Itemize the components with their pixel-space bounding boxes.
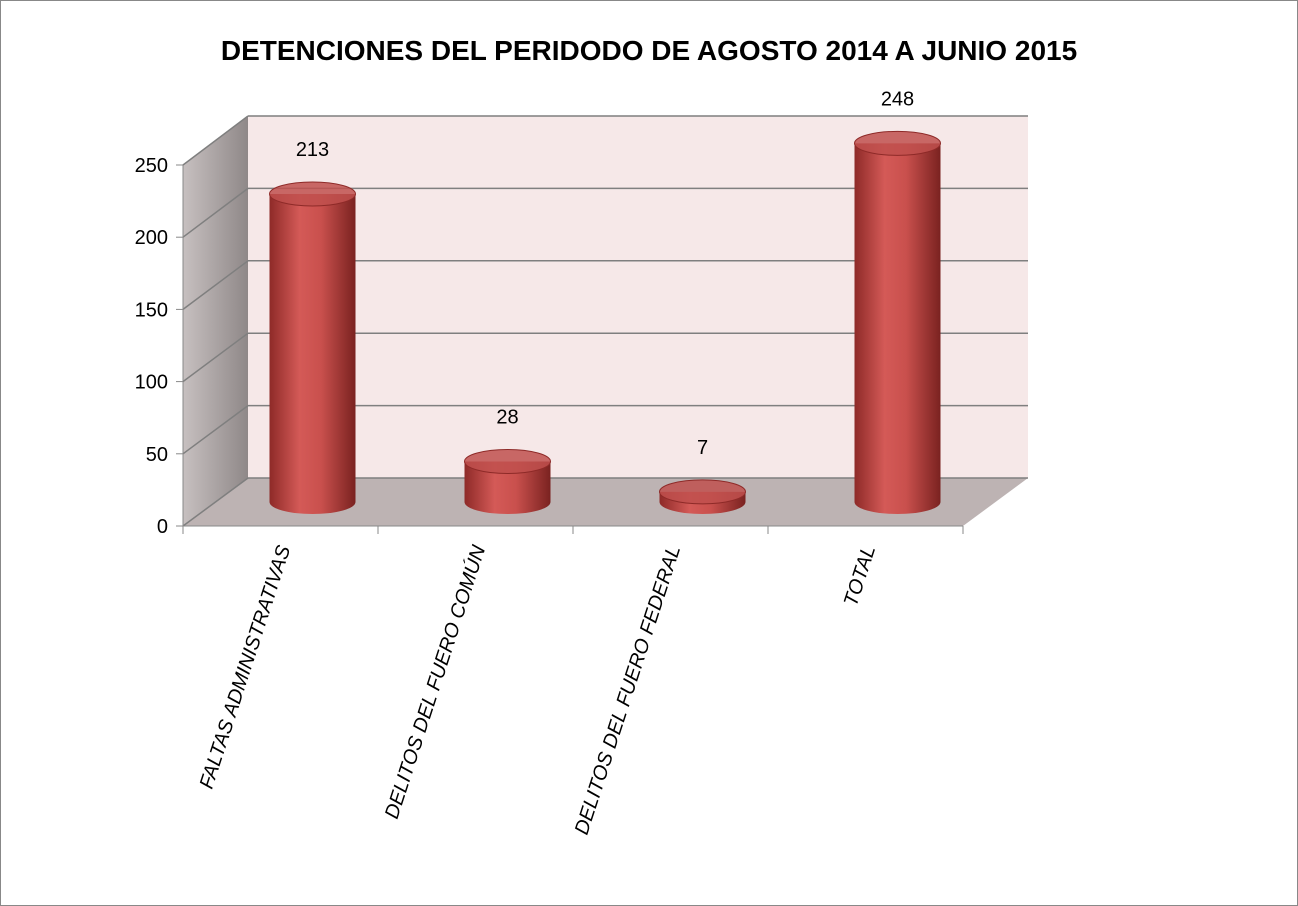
value-label: 28 (496, 407, 518, 429)
bar-top (659, 479, 746, 505)
bar-top (854, 130, 941, 156)
bar-top (464, 449, 551, 475)
grid-line (182, 115, 249, 166)
y-tick-label: 100 (135, 372, 168, 394)
chart-title: DETENCIONES DEL PERIDODO DE AGOSTO 2014 … (221, 35, 1077, 66)
value-label: 213 (296, 139, 329, 161)
y-tick-label: 150 (135, 299, 168, 321)
side-wall (183, 116, 248, 526)
grid-line (182, 332, 249, 383)
grid-line (182, 187, 249, 238)
value-label: 7 (697, 437, 708, 459)
y-tick-label: 250 (135, 155, 168, 177)
value-label: 248 (881, 88, 914, 110)
bar-top (269, 181, 356, 207)
grid-line (182, 477, 249, 527)
bar (269, 194, 356, 514)
grid-line (182, 260, 249, 311)
y-tick-label: 0 (157, 516, 168, 538)
y-tick-label: 50 (146, 444, 168, 466)
bar (854, 143, 941, 514)
grid-line (182, 404, 249, 455)
bar (464, 461, 551, 514)
y-tick-label: 200 (135, 227, 168, 249)
back-wall (248, 116, 1028, 478)
floor (183, 478, 1028, 526)
